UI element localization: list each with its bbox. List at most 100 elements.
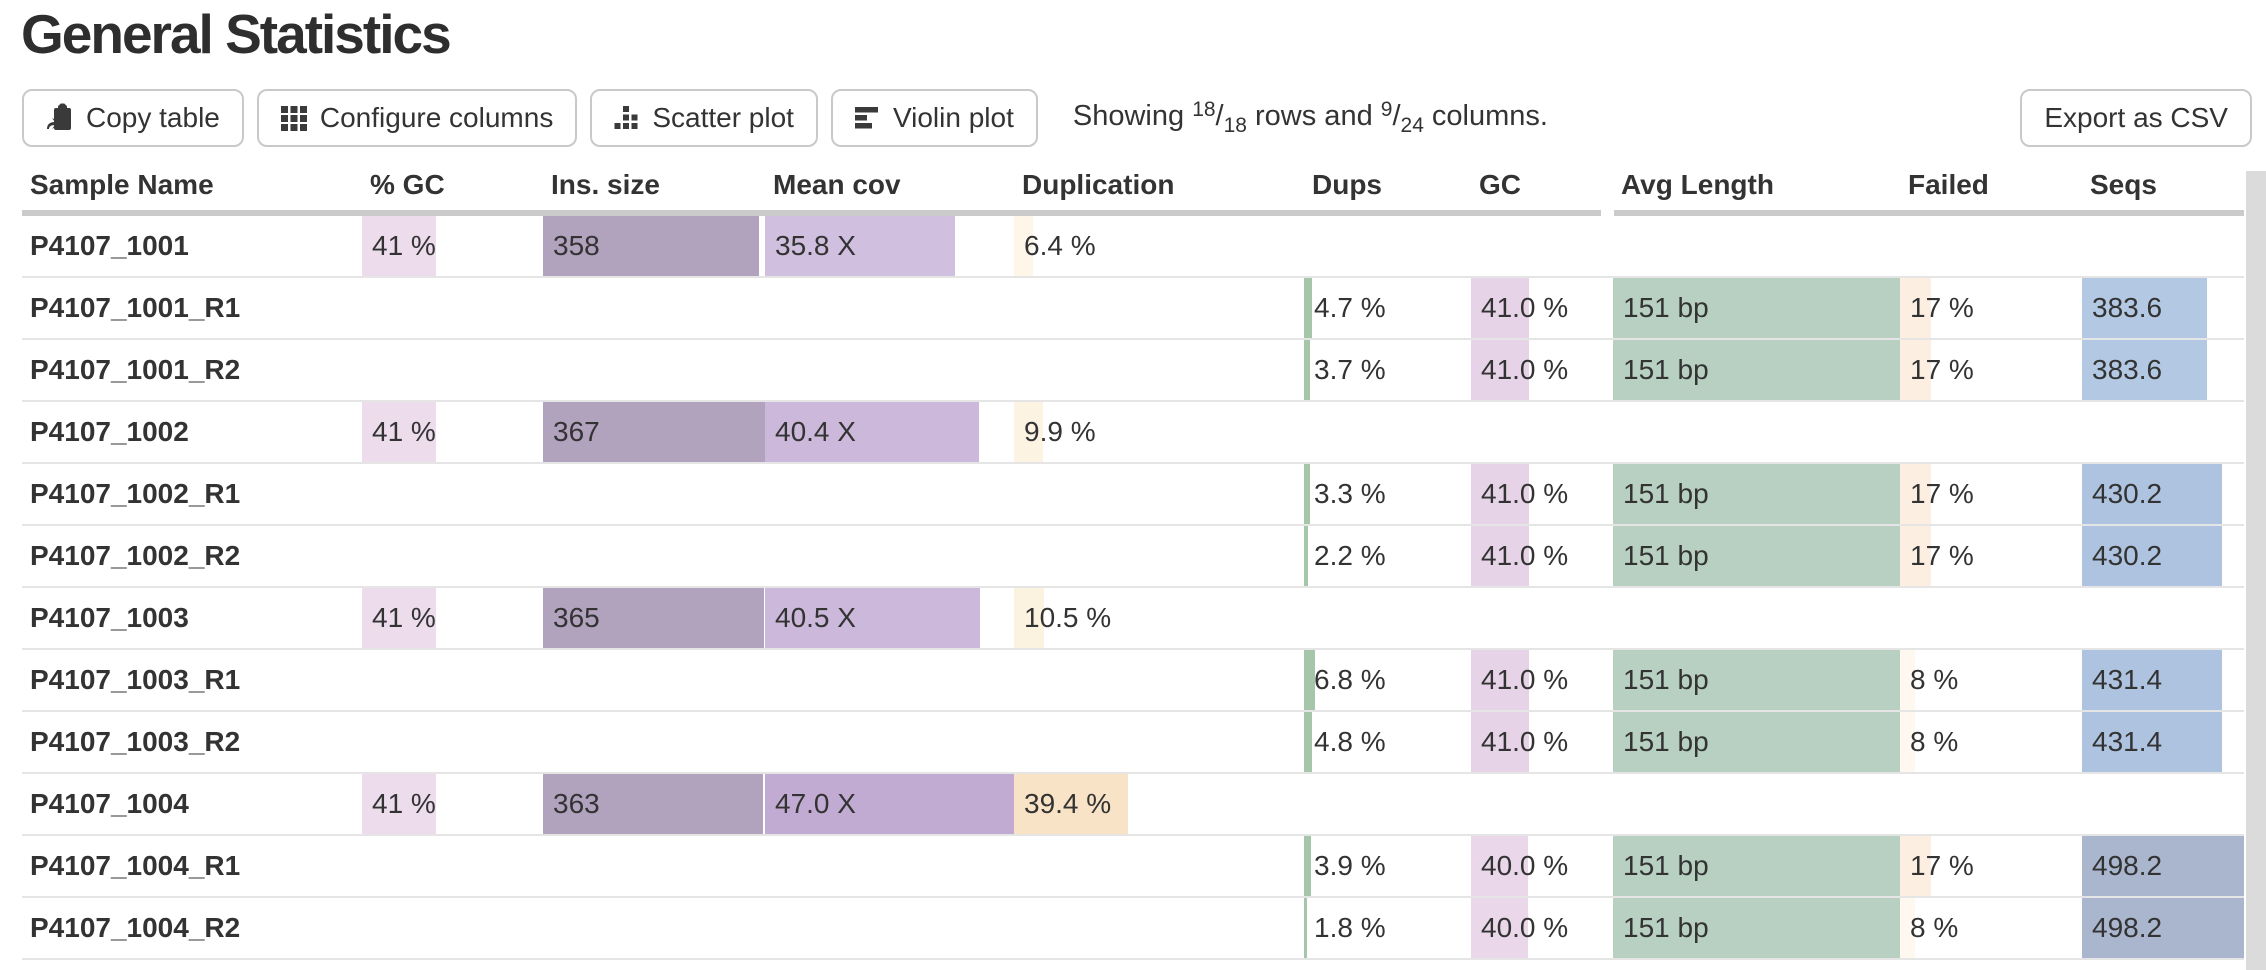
cell-avg_length: 151 bp [1613,711,1900,774]
sample-name-cell: P4107_1002_R2 [22,526,362,588]
value-bar [1613,897,1900,958]
cell-ins_size [543,464,765,526]
cell-duplication: 10.5 % [1014,587,1304,650]
cell-mean_cov [765,712,1014,774]
cell-dups: 1.8 % [1304,897,1471,960]
cell-ins_size [543,650,765,712]
cell-seqs: 431.4 [2082,711,2244,774]
value-bar [1471,835,1528,896]
value-bar [2082,525,2222,586]
cell-value: 35.8 X [775,229,856,261]
table-row: P4107_1004_R2 1.8 % 40.0 % 151 bp 8 % 498.2 [22,897,2244,960]
cell-mean_cov: 47.0 X [765,773,1014,836]
column-header-avg_length[interactable]: Avg Length [1621,169,1774,200]
value-bar [2082,339,2207,400]
cell-gc: 40.0 % [1471,897,1613,960]
cell-duplication [1014,278,1304,340]
cell-avg_length [1613,216,1900,278]
cell-failed: 17 % [1900,525,2082,588]
vertical-scrollbar[interactable] [2246,171,2266,970]
configure-columns-button[interactable]: Configure columns [256,88,578,147]
cell-value: 17 % [1910,291,1974,323]
cell-value: 430.2 [2092,539,2163,571]
cell-value: 41.0 % [1481,353,1569,385]
cell-dups: 2.2 % [1304,525,1471,588]
cell-gc [1471,774,1613,836]
scatter-plot-button[interactable]: Scatter plot [590,88,818,147]
cell-value: 6.4 % [1024,229,1096,261]
sample-name: P4107_1001_R2 [30,353,241,385]
value-bar [765,215,955,276]
value-bar [1471,649,1530,710]
cell-gc [1471,216,1613,278]
column-header-pct_gc[interactable]: % GC [370,169,445,200]
column-header-sample[interactable]: Sample Name [30,169,214,200]
column-header-gc[interactable]: GC [1471,161,1614,216]
cell-value: 151 bp [1623,663,1709,695]
cell-avg_length: 151 bp [1613,277,1900,340]
violin-plot-button[interactable]: Violin plot [830,88,1038,147]
cell-value: 41.0 % [1481,663,1569,695]
value-bar [2082,835,2244,896]
cell-duplication [1014,898,1304,960]
column-header-dups[interactable]: Dups [1312,169,1382,200]
value-bar [1613,463,1900,524]
cell-value: 363 [553,787,600,819]
cell-value: 41.0 % [1481,725,1569,757]
cell-avg_length: 151 bp [1613,463,1900,526]
cell-value: 40.5 X [775,601,856,633]
column-header-failed[interactable]: Failed [1908,169,1989,200]
sample-name-cell: P4107_1003 [22,588,362,650]
cell-value: 41.0 % [1481,477,1569,509]
cell-avg_length: 151 bp [1613,339,1900,402]
cell-avg_length: 151 bp [1613,525,1900,588]
sample-name: P4107_1001 [30,229,189,261]
column-header-mean_cov[interactable]: Mean cov [773,169,901,200]
cell-failed [1900,774,2082,836]
column-header-ins_size[interactable]: Ins. size [551,169,660,200]
cell-pct_gc: 41 % [362,401,543,464]
cell-value: 8 % [1910,663,1959,695]
value-bar [1014,401,1043,462]
cell-value: 41.0 % [1481,291,1569,323]
copy-icon [46,103,73,132]
column-header-duplication[interactable]: Duplication [1022,169,1175,200]
cell-seqs: 498.2 [2082,897,2244,960]
value-bar [362,587,437,648]
cell-seqs [2082,774,2244,836]
value-bar [1471,339,1530,400]
cell-duplication [1014,650,1304,712]
cell-value: 3.7 % [1314,353,1386,385]
cell-value: 151 bp [1623,539,1709,571]
cell-failed: 17 % [1900,463,2082,526]
value-bar [543,215,760,276]
value-bar [543,773,763,834]
export-csv-button[interactable]: Export as CSV [2020,88,2252,147]
sample-name: P4107_1003 [30,601,189,633]
cell-value: 1.8 % [1314,911,1386,943]
cell-duplication: 6.4 % [1014,215,1304,278]
scatter-plot-icon [614,105,639,130]
cell-value: 430.2 [2092,477,2163,509]
page-title: General Statistics [21,3,452,65]
general-statistics-table: Sample Name % GC Ins. size Mean cov Duplicat… [22,161,2244,960]
copy-table-button[interactable]: Copy table [22,88,244,147]
cell-pct_gc [362,898,543,960]
cell-mean_cov [765,898,1014,960]
value-bar [543,401,765,462]
value-bar [1900,649,1915,710]
value-bar [1471,277,1530,338]
cell-avg_length [1613,402,1900,464]
table-row: P4107_1003_R1 6.8 % 41.0 % 151 bp 8 % 431.4 [22,649,2244,712]
value-bar [2082,897,2244,958]
sample-name-cell: P4107_1002_R1 [22,464,362,526]
cell-pct_gc [362,340,543,402]
cell-dups [1304,216,1471,278]
cell-failed [1900,588,2082,650]
cell-failed: 8 % [1900,649,2082,712]
cell-failed: 17 % [1900,339,2082,402]
cell-seqs: 430.2 [2082,463,2244,526]
value-bar [1304,277,1312,338]
column-header-seqs[interactable]: Seqs [2090,169,2157,200]
cell-duplication: 9.9 % [1014,401,1304,464]
